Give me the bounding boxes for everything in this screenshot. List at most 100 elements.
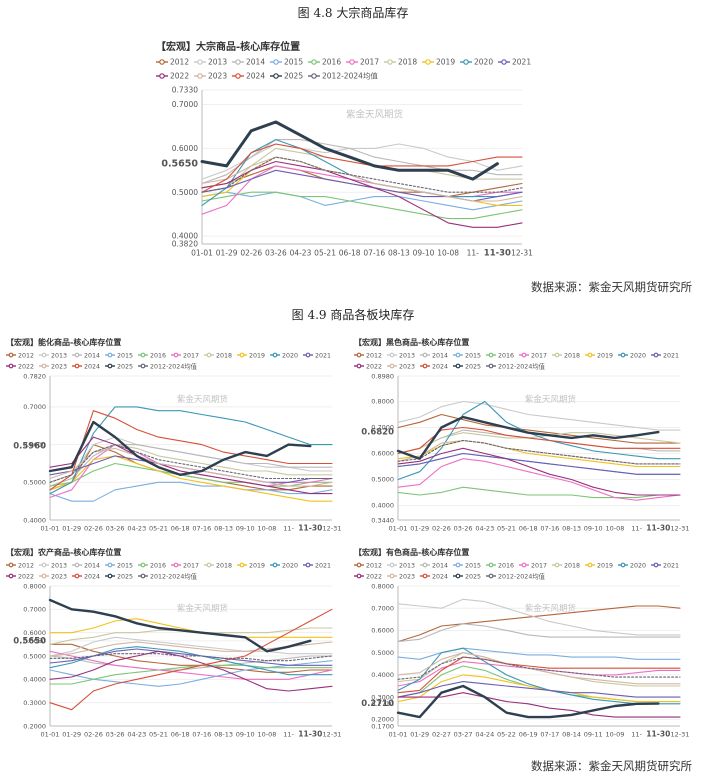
x-tick-label: 11- <box>283 731 294 739</box>
x-tick-label: 10-09 <box>605 731 624 739</box>
legend-label: 2024 <box>432 363 448 370</box>
legend-item-2019: 2019 <box>585 562 613 569</box>
series-line-2013 <box>397 598 681 636</box>
y-tick-label: 0.4000 <box>371 671 394 679</box>
x-tick-label: 03-26 <box>106 525 125 533</box>
legend-marker <box>389 562 395 568</box>
series-line-2025 <box>396 684 660 719</box>
series-line-2015 <box>49 481 333 502</box>
legend-item-2020: 2020 <box>460 58 493 67</box>
series-line-2014 <box>49 655 333 671</box>
y-tick-label: 0.5000 <box>371 649 394 657</box>
legend-marker <box>587 562 593 568</box>
legend-item-2014: 2014 <box>72 562 100 569</box>
legend-marker <box>455 562 461 568</box>
series-line-2024 <box>49 608 333 711</box>
legend-item-2024: 2024 <box>72 573 100 580</box>
legend-label: 2019 <box>249 352 265 359</box>
series-line-2012-2024均值 <box>397 439 681 465</box>
legend-item-2013: 2013 <box>387 352 415 359</box>
legend-label: 2025 <box>117 363 133 370</box>
legend-item-2018: 2018 <box>552 352 580 359</box>
watermark: 紫金天风期货 <box>177 394 229 405</box>
x-tick-label: 02-26 <box>432 525 451 533</box>
series-line-2022 <box>397 447 681 496</box>
legend-item-2016: 2016 <box>486 352 514 359</box>
legend-label: 2012-2024均值 <box>498 361 546 370</box>
series-line-2012 <box>397 413 681 444</box>
watermark: 紫金天风期货 <box>346 109 403 121</box>
legend-item-2019: 2019 <box>237 562 265 569</box>
series-line-2015 <box>49 660 333 687</box>
series-line-2021 <box>397 452 681 475</box>
legend-label: 2014 <box>432 562 448 569</box>
legend-label: 2019 <box>597 352 613 359</box>
y-tick-label: 0.8000 <box>23 582 46 590</box>
legend-marker <box>356 352 362 358</box>
figure-4-9-title: 图 4.9 商品各板块库存 <box>291 308 415 322</box>
x-tick-label: 01-01 <box>389 525 408 533</box>
watermark: 紫金天风期货 <box>177 603 229 614</box>
y-tick-label: 0.5650 <box>23 637 46 645</box>
legend-label: 2015 <box>117 352 133 359</box>
x-tick-label: 03-26 <box>106 731 125 739</box>
x-tick-label: 11-30 <box>298 730 322 739</box>
legend-item-2023: 2023 <box>39 363 67 370</box>
x-tick-label: 01-29 <box>62 731 81 739</box>
legend-item-2014: 2014 <box>72 352 100 359</box>
x-tick-label: 01-29 <box>62 525 81 533</box>
x-tick-label: 06-18 <box>339 249 361 258</box>
legend-marker <box>620 562 626 568</box>
legend-item-2019: 2019 <box>237 352 265 359</box>
legend-label: 2022 <box>18 363 34 370</box>
current-value-label: 0.6820 <box>361 428 394 438</box>
legend-marker <box>74 352 80 358</box>
series-line-2023 <box>201 156 523 202</box>
y-tick-label: 0.5000 <box>23 652 46 660</box>
legend-label: 2022 <box>366 573 382 580</box>
legend-label: 2015 <box>465 352 481 359</box>
legend-item-2023: 2023 <box>194 72 227 81</box>
legend-marker <box>521 352 527 358</box>
legend-item-2024: 2024 <box>420 363 448 370</box>
legend-item-2025: 2025 <box>105 573 133 580</box>
x-tick-label: 11- <box>283 525 294 533</box>
legend-marker <box>554 352 560 358</box>
series-line-2021 <box>49 648 333 666</box>
series-line-2017 <box>397 458 681 501</box>
current-value-label: 0.5650 <box>13 636 46 646</box>
x-tick-label: 04-23 <box>475 525 494 533</box>
legend-label: 2017 <box>531 352 547 359</box>
legend-item-2024: 2024 <box>72 363 100 370</box>
chart-energy-chemical: 【宏观】能化商品-核心库存位置 2012 2013 2014 2015 2016 2017 2… <box>6 337 341 533</box>
y-tick-label: 0.6000 <box>172 144 198 153</box>
legend-item-2017: 2017 <box>171 352 199 359</box>
y-tick-label: 0.2000 <box>371 716 394 724</box>
series-line-2014 <box>397 623 681 643</box>
chart-bulk-commodities: 【宏观】大宗商品-核心库存位置 2012 2013 2014 2015 2016 2017 2… <box>156 40 533 259</box>
x-tick-label: 11-30 <box>484 249 511 259</box>
x-tick-label: 12-31 <box>671 731 690 739</box>
legend-item-2018: 2018 <box>552 562 580 569</box>
x-tick-label: 10-08 <box>437 249 459 258</box>
chart-title: 【宏观】能化商品-核心库存位置 <box>6 337 121 347</box>
legend-label: 2022 <box>170 72 189 81</box>
legend-marker <box>272 352 278 358</box>
legend-label: 2025 <box>284 72 303 81</box>
current-value-label: 0.2710 <box>361 699 394 709</box>
legend-marker <box>206 562 212 568</box>
legend-label: 2019 <box>597 562 613 569</box>
legend-label: 2023 <box>399 573 415 580</box>
legend-marker <box>8 562 14 568</box>
x-tick-label: 04-23 <box>127 731 146 739</box>
x-tick-label: 09-11 <box>584 731 603 739</box>
legend-label: 2020 <box>474 58 493 67</box>
legend-marker <box>587 352 593 358</box>
legend-label: 2020 <box>282 562 298 569</box>
legend-item-2025: 2025 <box>453 573 481 580</box>
chart-title: 【宏观】黑色商品-核心库存位置 <box>354 337 469 347</box>
legend-item-2021: 2021 <box>498 58 531 67</box>
legend-item-2016: 2016 <box>308 58 341 67</box>
legend-label: 2014 <box>432 352 448 359</box>
series-line-2016 <box>49 462 333 487</box>
